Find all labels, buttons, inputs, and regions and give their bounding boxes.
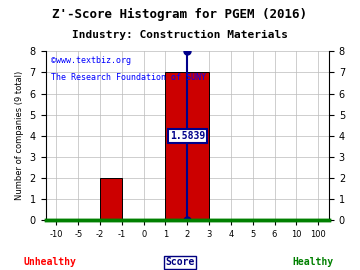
Text: Industry: Construction Materials: Industry: Construction Materials — [72, 30, 288, 40]
Text: Z'-Score Histogram for PGEM (2016): Z'-Score Histogram for PGEM (2016) — [53, 8, 307, 21]
Text: 1.5839: 1.5839 — [170, 131, 205, 141]
Bar — [166, 72, 209, 220]
Text: Healthy: Healthy — [293, 257, 334, 267]
Text: Unhealthy: Unhealthy — [24, 257, 77, 267]
Text: Score: Score — [165, 257, 195, 267]
Bar — [100, 178, 122, 220]
Text: The Research Foundation of SUNY: The Research Foundation of SUNY — [51, 73, 206, 82]
Text: ©www.textbiz.org: ©www.textbiz.org — [51, 56, 131, 65]
Y-axis label: Number of companies (9 total): Number of companies (9 total) — [15, 71, 24, 200]
